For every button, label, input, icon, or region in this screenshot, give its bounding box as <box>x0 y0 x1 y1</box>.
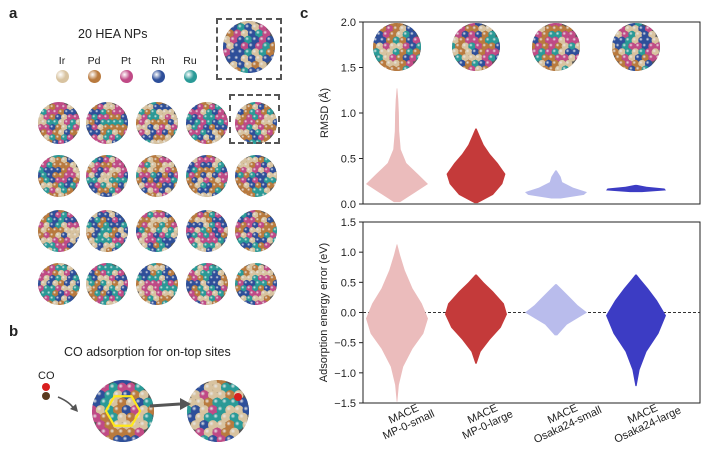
violin-rmsd-3 <box>525 170 587 199</box>
violin-adsorption-1 <box>366 244 428 402</box>
nanoparticle-5 <box>235 102 277 144</box>
panel-c-letter: c <box>300 5 309 22</box>
y-tick-label: −1.0 <box>334 368 356 380</box>
y-tick-label: 0.0 <box>341 199 356 211</box>
y-tick-label: 0.5 <box>341 154 356 166</box>
nanoparticle-zoomed <box>223 21 275 73</box>
y-axis-label-1: RMSD (Å) <box>318 88 331 138</box>
panel-a-letter: a <box>9 5 18 22</box>
y-tick-label: 1.5 <box>341 217 356 229</box>
panel-a-title: 20 HEA NPs <box>78 27 148 41</box>
y-tick-label: 1.0 <box>341 247 356 259</box>
y-tick-label: 2.0 <box>341 17 356 29</box>
nanoparticle-7 <box>86 155 128 197</box>
nanoparticle-9 <box>186 155 228 197</box>
chart-thumbnail-1 <box>373 23 421 71</box>
chart-thumbnail-3 <box>532 23 580 71</box>
y-tick-label: 0.0 <box>341 308 356 320</box>
zoom-box-small <box>229 94 280 144</box>
nanoparticle-14 <box>186 210 228 252</box>
chart-thumbnail-2 <box>452 23 500 71</box>
y-tick-label: 1.5 <box>341 63 356 75</box>
legend-swatch-pt <box>119 70 133 83</box>
nanoparticle-10 <box>235 155 277 197</box>
legend-label-ru: Ru <box>183 55 197 67</box>
legend-label-pt: Pt <box>121 55 131 67</box>
panel-b-title: CO adsorption for on-top sites <box>64 345 231 359</box>
y-tick-label: −1.5 <box>334 398 356 410</box>
zoom-box-large <box>216 18 282 80</box>
y-tick-label: 0.5 <box>341 277 356 289</box>
co-molecule-label: CO <box>38 370 55 382</box>
nanoparticle-3 <box>136 102 178 144</box>
nanoparticle-13 <box>136 210 178 252</box>
legend-swatch-pd <box>87 70 101 83</box>
nanoparticle-16 <box>38 263 80 305</box>
panel-b-letter: b <box>9 323 19 340</box>
legend-swatch-rh <box>151 70 165 83</box>
nanoparticle-12 <box>86 210 128 252</box>
nanoparticle-11 <box>38 210 80 252</box>
legend-label-pd: Pd <box>87 55 101 67</box>
nanoparticle-4 <box>186 102 228 144</box>
violin-adsorption-2 <box>445 274 507 364</box>
nanoparticle-2 <box>86 102 128 144</box>
nanoparticle-19 <box>186 263 228 305</box>
nanoparticle-15 <box>235 210 277 252</box>
legend-swatch-ir <box>55 70 69 83</box>
y-tick-label: −0.5 <box>334 338 356 350</box>
violin-rmsd-4 <box>606 184 666 193</box>
violin-adsorption-3 <box>525 284 587 336</box>
nanoparticle-co-adsorbed <box>187 380 249 442</box>
nanoparticle-8 <box>136 155 178 197</box>
nanoparticle-20 <box>235 263 277 305</box>
y-axis-label-2: Adsorption energy error (eV) <box>318 243 330 382</box>
nanoparticle-6 <box>38 155 80 197</box>
violin-rmsd-1 <box>366 88 428 203</box>
violin-adsorption-4 <box>606 274 666 387</box>
legend-label-rh: Rh <box>151 55 165 67</box>
legend-swatch-ru <box>183 70 197 83</box>
chart-thumbnail-4 <box>612 23 660 71</box>
violin-rmsd-2 <box>446 128 506 204</box>
nanoparticle-17 <box>86 263 128 305</box>
nanoparticle-18 <box>136 263 178 305</box>
y-tick-label: 1.0 <box>341 108 356 120</box>
legend-label-ir: Ir <box>58 55 66 67</box>
